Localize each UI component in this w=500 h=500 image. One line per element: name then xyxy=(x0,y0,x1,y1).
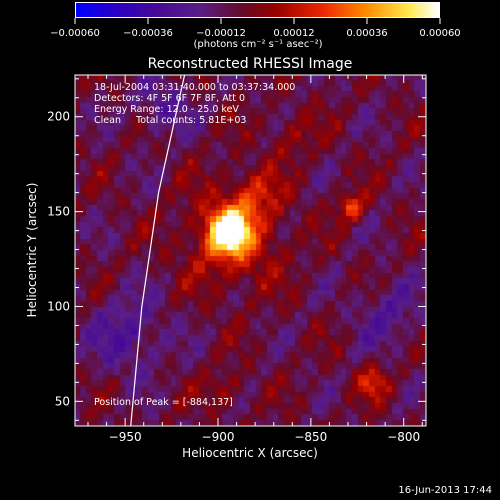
colorbar-tick-label: 0.00012 xyxy=(273,28,314,39)
colorbar-ticks: −0.00060 −0.00036 −0.00012 0.00012 0.00036 0.… xyxy=(50,18,461,39)
detectors-annotation: Detectors: 4F 5F 6F 7F 8F, Att 0 xyxy=(94,93,246,104)
plot-border xyxy=(74,74,427,427)
x-tick-label: −800 xyxy=(387,430,420,444)
colorbar-tick-label: −0.00060 xyxy=(50,28,100,39)
chart-title: Reconstructed RHESSI Image xyxy=(148,56,353,72)
energy-range-annotation: Energy Range: 12.0 - 25.0 keV xyxy=(94,104,239,115)
y-tick-label: 150 xyxy=(47,205,70,219)
y-axis-label: Heliocentric Y (arcsec) xyxy=(25,183,39,318)
y-tick-label: 200 xyxy=(47,110,70,124)
colorbar-tick-label: 0.00036 xyxy=(346,28,387,39)
time-range-annotation: 18-Jul-2004 03:31:40.000 to 03:37:34.000 xyxy=(94,82,296,93)
colorbar-unit-label: (photons cm⁻² s⁻¹ asec⁻²) xyxy=(193,39,322,50)
colorbar-tick-label: −0.00036 xyxy=(123,28,173,39)
peak-position-annotation: Position of Peak = [-884,137] xyxy=(94,397,233,408)
x-tick-label: −900 xyxy=(202,430,235,444)
colorbar xyxy=(75,2,440,18)
x-axis-label: Heliocentric X (arcsec) xyxy=(182,446,318,460)
x-tick-label: −850 xyxy=(294,430,327,444)
y-tick-label: 100 xyxy=(47,299,70,313)
x-tick-label: −950 xyxy=(109,430,142,444)
solar-limb-line xyxy=(130,74,186,427)
y-tick-label: 50 xyxy=(55,394,70,408)
axes: −950 −900 −850 −800 50 100 150 200 xyxy=(47,75,426,444)
timestamp: 16-Jun-2013 17:44 xyxy=(398,485,492,496)
heatmap-image xyxy=(75,75,426,426)
colorbar-tick-label: 0.00060 xyxy=(419,28,460,39)
colorbar-tick-label: −0.00012 xyxy=(196,28,246,39)
clean-counts-annotation: Clean Total counts: 5.81E+03 xyxy=(94,115,247,126)
